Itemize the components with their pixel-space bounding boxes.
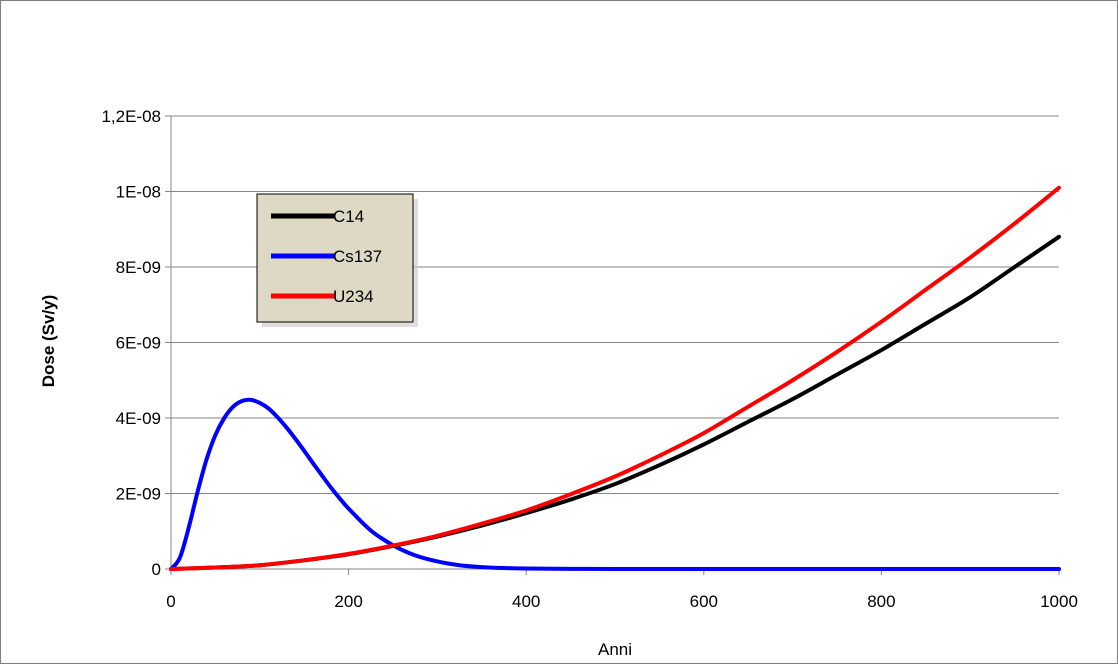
x-tick-label: 200 (334, 592, 362, 611)
y-tick-label: 0 (152, 560, 161, 579)
axes (165, 115, 1060, 575)
tick-labels: 0 2E-09 4E-09 6E-09 8E-09 1E-08 1,2E-08 0 200 400… (101, 107, 1077, 611)
y-tick-label: 8E-09 (116, 258, 161, 277)
x-axis-title: Anni (598, 640, 632, 659)
y-tick-label: 1,2E-08 (101, 107, 161, 126)
series-lines (169, 185, 1061, 572)
y-tick-label: 2E-09 (116, 485, 161, 504)
y-tick-label: 6E-09 (116, 334, 161, 353)
legend-label-u234: U234 (333, 287, 374, 306)
series-line-cs137 (169, 397, 1061, 572)
y-tick-label: 4E-09 (116, 409, 161, 428)
y-tick-label: 1E-08 (116, 183, 161, 202)
x-tick-label: 800 (867, 592, 895, 611)
x-tick-label: 600 (690, 592, 718, 611)
legend: C14 Cs137 U234 (256, 193, 418, 327)
x-tick-label: 1000 (1040, 592, 1078, 611)
legend-label-c14: C14 (333, 207, 364, 226)
x-tick-label: 400 (512, 592, 540, 611)
series-line-u234 (169, 185, 1061, 571)
x-tick-label: 0 (166, 592, 175, 611)
legend-label-cs137: Cs137 (333, 247, 382, 266)
y-axis-title: Dose (Sv/y) (39, 295, 58, 388)
